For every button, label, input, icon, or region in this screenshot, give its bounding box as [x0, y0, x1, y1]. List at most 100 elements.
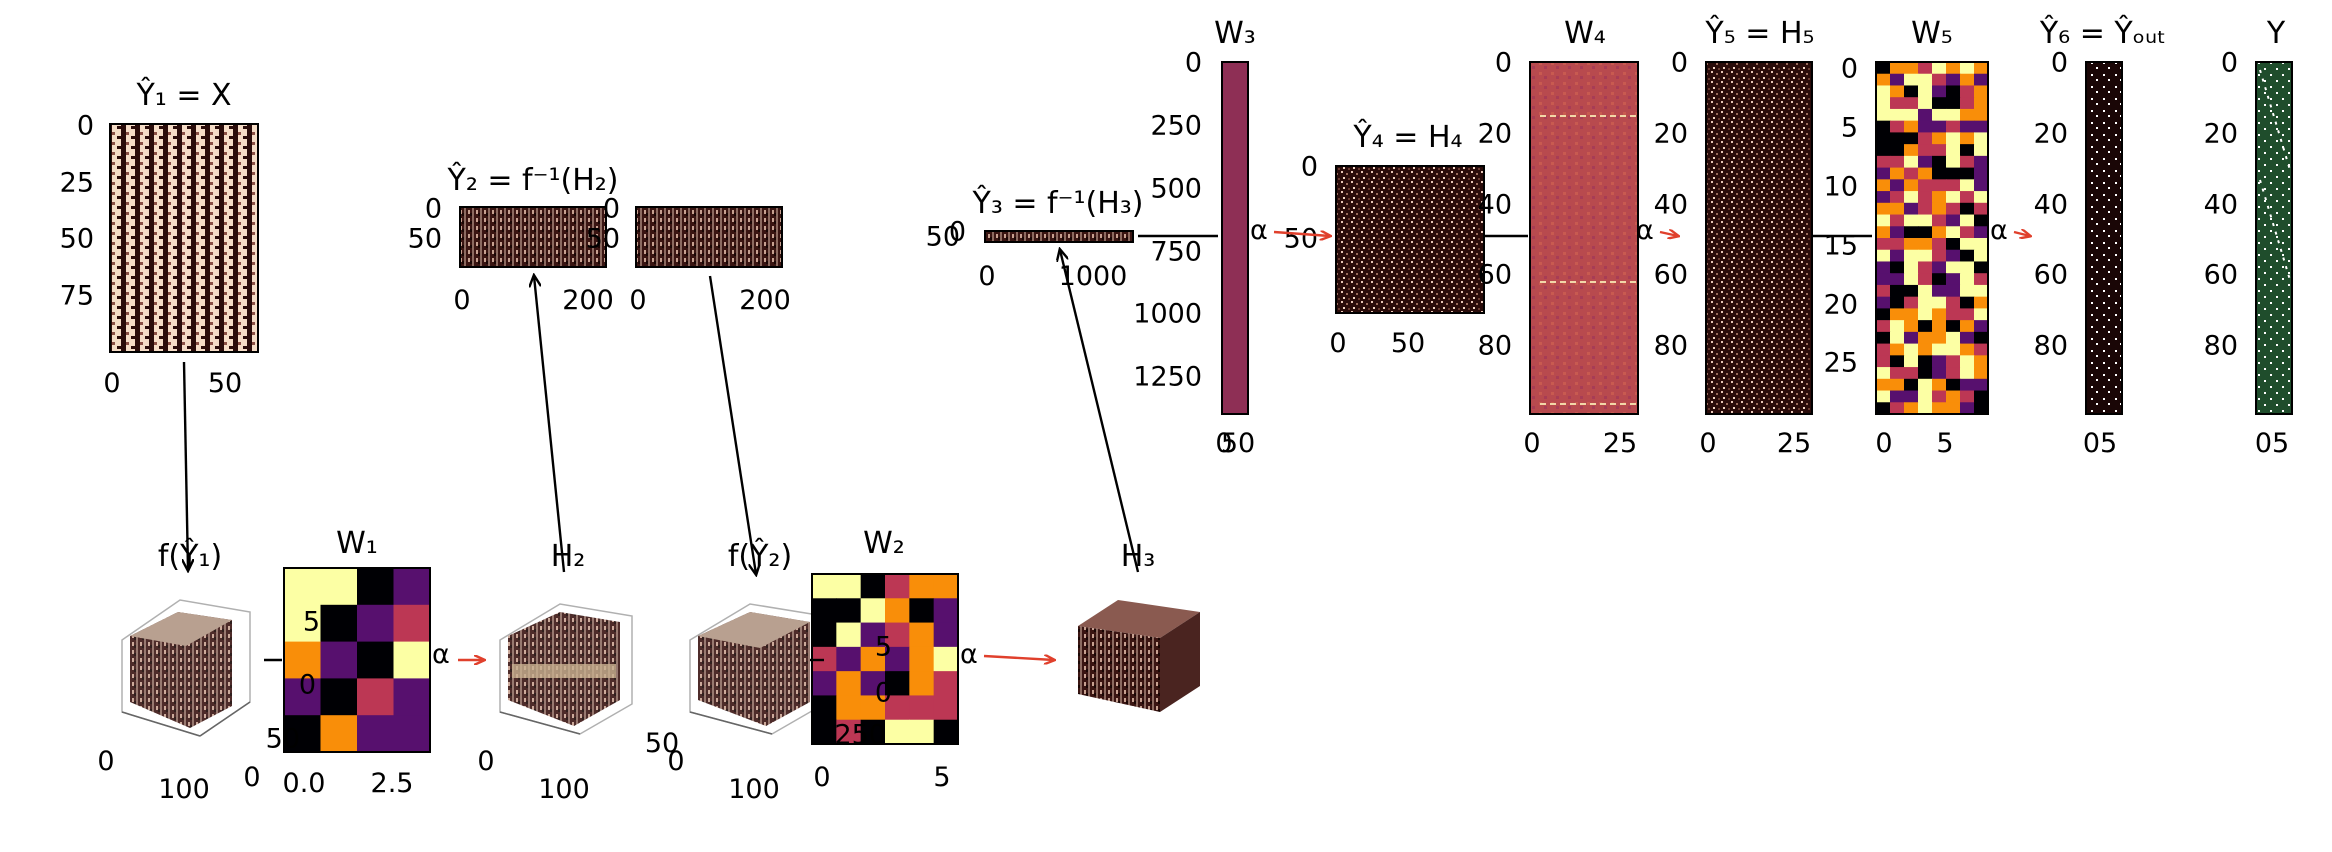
heatmap-cell: [1932, 167, 1947, 180]
panel-y1-title: Ŷ₁ = X: [135, 76, 231, 113]
heatmap-cell: [1960, 62, 1975, 75]
panel-y-target-heatmap: [2256, 62, 2292, 414]
panel-y1-heatmap: [110, 124, 258, 352]
panel-w1-heatmap: [284, 568, 431, 753]
panel-y-target-ytick: 60: [2204, 260, 2238, 291]
panel-w2-ytick: 0: [875, 678, 892, 709]
heatmap-cell: [1974, 226, 1989, 239]
heatmap-cell: [1904, 179, 1919, 192]
panel-w4-xtick: 0: [1523, 428, 1540, 459]
heatmap-cell: [933, 719, 959, 745]
heatmap-cell: [1890, 214, 1905, 227]
heatmap-cell: [1946, 85, 1961, 98]
heatmap-cell: [812, 622, 837, 648]
heatmap-cell: [1960, 73, 1975, 86]
heatmap-cell: [1932, 296, 1947, 309]
panel-y5-ytick: 80: [1654, 331, 1688, 362]
heatmap-cell: [1974, 284, 1989, 298]
panel-y5-ytick: 20: [1654, 119, 1688, 150]
heatmap-cell: [1876, 155, 1891, 169]
heatmap-cell: [1932, 179, 1947, 192]
heatmap-cell: [1932, 308, 1947, 321]
heatmap-cell: [1946, 273, 1961, 286]
heatmap-cell: [1960, 343, 1975, 356]
heatmap-cell: [1946, 249, 1961, 262]
heatmap-cell: [1918, 249, 1933, 262]
panel-w1-ytick: 0: [299, 670, 316, 701]
heatmap-cell: [885, 671, 910, 696]
heatmap-cell: [1904, 226, 1919, 239]
panel-w4-ytick: 20: [1478, 119, 1512, 150]
heatmap-cell: [1904, 367, 1919, 380]
heatmap-cell: [1932, 191, 1947, 204]
panel-y5-heatmap: [1706, 62, 1812, 414]
heatmap-cell: [284, 715, 321, 753]
heatmap-cell: [1960, 320, 1975, 333]
heatmap-cell: [1974, 120, 1989, 133]
panel-y2: Ŷ₂ = f⁻¹(H₂) 0 50 0 200 0 50 0 200: [408, 161, 791, 316]
heatmap-cell: [1918, 214, 1933, 227]
panel-w1-xtick: 2.5: [371, 768, 414, 799]
heatmap-cell: [1890, 296, 1905, 309]
panel-w1-ytick: 50: [266, 724, 300, 755]
heatmap-cell: [1904, 62, 1919, 75]
heatmap-cell: [1974, 367, 1989, 380]
panel-y3: Ŷ₃ = f⁻¹(H₃) 0 50 0 1000: [926, 184, 1144, 292]
heatmap-cell: [1904, 378, 1919, 392]
heatmap-cell: [1876, 390, 1891, 403]
panel-y4-xtick: 0: [1329, 328, 1346, 359]
heatmap-cell: [1960, 273, 1975, 286]
heatmap-cell: [1890, 226, 1905, 239]
panel-h3: H₃: [1078, 539, 1200, 712]
heatmap-cell: [1890, 191, 1905, 204]
heatmap-cell: [1960, 378, 1975, 392]
heatmap-cell: [1974, 132, 1989, 145]
heatmap-cell: [1932, 155, 1947, 169]
heatmap-cell: [1946, 62, 1961, 75]
heatmap-cell: [1918, 402, 1933, 415]
heatmap-cell: [320, 568, 358, 606]
heatmap-cell: [1876, 144, 1891, 157]
heatmap-cell: [1904, 97, 1919, 110]
panel-y5-ytick: 0: [1671, 48, 1688, 79]
panel-w3-ytick: 250: [1150, 111, 1202, 142]
heatmap-cell: [812, 574, 837, 599]
panel-w1-tick: 0: [243, 762, 260, 793]
heatmap-cell: [860, 622, 886, 648]
heatmap-cell: [812, 598, 837, 624]
heatmap-cell: [1918, 155, 1933, 169]
panel-w2-heatmap: [812, 574, 959, 745]
panel-w5-ytick: 20: [1824, 290, 1858, 321]
heatmap-cell: [1974, 390, 1989, 403]
heatmap-cell: [1918, 320, 1933, 333]
heatmap-cell: [1946, 308, 1961, 321]
heatmap-cell: [836, 671, 862, 696]
panel-w3-heatmap: [1222, 62, 1248, 414]
heatmap-cell: [1932, 62, 1947, 75]
heatmap-cell: [933, 622, 959, 648]
heatmap-cell: [836, 646, 862, 672]
panel-y4: Ŷ₄ = H₄ 0 50 0 50: [1284, 118, 1485, 359]
panel-y3-heatmap: [985, 231, 1133, 242]
heatmap-cell: [1932, 85, 1947, 98]
panel-fy1-xtick: 100: [158, 774, 210, 805]
panel-y6-heatmap: [2086, 62, 2122, 414]
panel-w4-title: W₄: [1564, 16, 1606, 51]
heatmap-cell: [812, 695, 837, 721]
heatmap-cell: [1932, 402, 1947, 415]
panel-fy2-xtick: 100: [728, 774, 780, 805]
panel-w4-xtick: 25: [1603, 428, 1637, 459]
panel-w3-xtick: 50: [1221, 428, 1255, 459]
heatmap-cell: [1904, 214, 1919, 227]
heatmap-cell: [1960, 214, 1975, 227]
heatmap-cell: [860, 574, 886, 599]
heatmap-cell: [1904, 85, 1919, 98]
heatmap-cell: [1932, 144, 1947, 157]
panel-y5-ytick: 40: [1654, 190, 1688, 221]
panel-w3-ytick: 500: [1150, 174, 1202, 205]
heatmap-cell: [1918, 343, 1933, 356]
panel-y1-ytick: 25: [60, 168, 94, 199]
panel-w4-ytick: 80: [1478, 331, 1512, 362]
heatmap-cell: [1946, 144, 1961, 157]
